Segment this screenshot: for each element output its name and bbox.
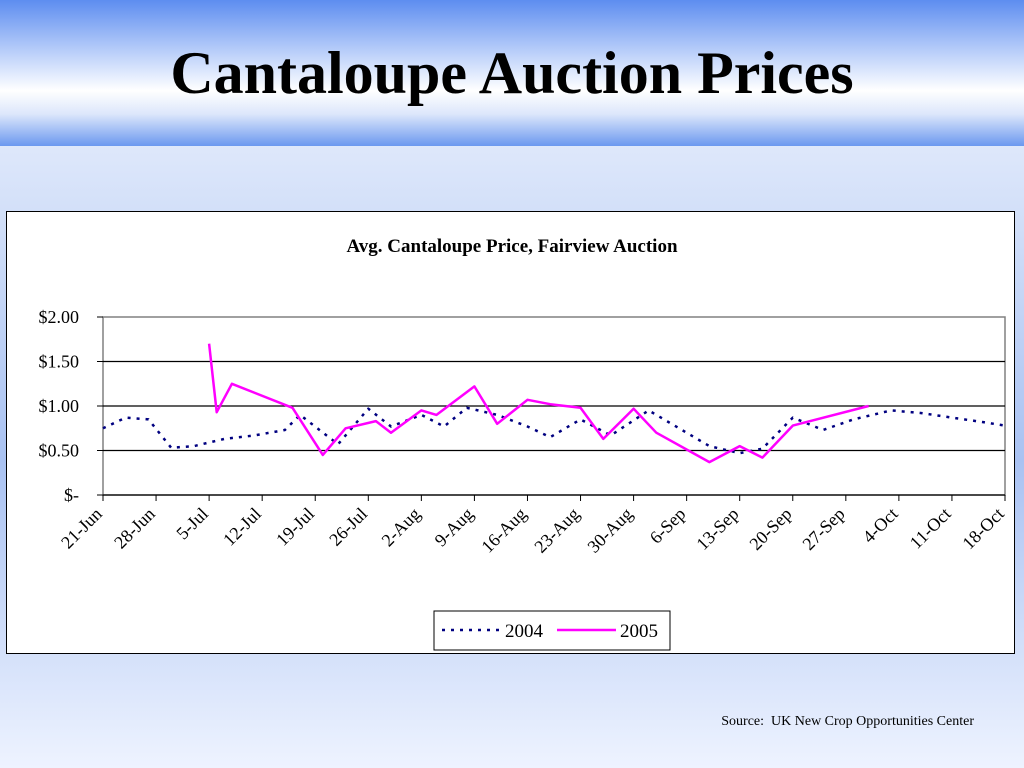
chart-title: Avg. Cantaloupe Price, Fairview Auction [346, 236, 677, 257]
x-tick-label-12: 13-Sep [692, 504, 742, 554]
x-axis-ticks: 21-Jun 28-Jun 5-Jul 12-Jul 19-Jul 26-Jul 2-Aug… [57, 494, 1008, 557]
x-tick-label-7: 9-Aug [431, 504, 478, 551]
x-tick-label-3: 12-Jul [219, 504, 265, 550]
line-chart: Avg. Cantaloupe Price, Fairview Auction … [39, 236, 1008, 651]
x-tick-label-17: 18-Oct [958, 504, 1007, 553]
series-points-2004 [102, 407, 1006, 454]
gridlines [103, 360, 1005, 452]
x-tick-label-10: 30-Aug [583, 504, 636, 557]
x-tick-label-15: 4-Oct [859, 504, 902, 547]
legend-box [433, 610, 671, 651]
y-tick-label-4: $2.00 [39, 307, 80, 327]
x-tick-label-8: 16-Aug [477, 504, 530, 557]
y-tick-label-1: $0.50 [39, 441, 80, 461]
x-tick-label-6: 2-Aug [378, 504, 425, 551]
series-line-2004 [102, 406, 1006, 455]
header-banner [0, 0, 1024, 146]
x-tick-label-14: 27-Sep [798, 504, 848, 554]
x-tick-label-0: 21-Jun [57, 504, 106, 553]
x-tick-label-2: 5-Jul [172, 504, 212, 544]
chart-frame: Avg. Cantaloupe Price, Fairview Auction … [6, 211, 1015, 654]
y-tick-label-0: $- [64, 485, 79, 505]
x-tick-label-5: 26-Jul [325, 504, 371, 550]
legend: 2004 2005 [433, 610, 671, 651]
x-tick-label-11: 6-Sep [646, 504, 690, 548]
y-tick-label-2: $1.00 [39, 396, 80, 416]
source-note: Source: UK New Crop Opportunities Center [721, 714, 974, 729]
x-tick-label-1: 28-Jun [110, 504, 159, 553]
y-tick-label-3: $1.50 [39, 352, 80, 372]
slide-title: Cantaloupe Auction Prices [170, 40, 854, 106]
x-tick-label-13: 20-Sep [745, 504, 795, 554]
legend-label-2005: 2005 [620, 621, 658, 642]
x-tick-label-4: 19-Jul [272, 504, 318, 550]
series-points-2005 [209, 343, 869, 463]
x-tick-label-16: 11-Oct [906, 504, 955, 553]
y-axis-ticks: $- $0.50 $1.00 $1.50 $2.00 [39, 307, 103, 505]
series-lines [102, 343, 1006, 464]
legend-label-2004: 2004 [505, 621, 544, 642]
x-tick-label-9: 23-Aug [530, 504, 583, 557]
